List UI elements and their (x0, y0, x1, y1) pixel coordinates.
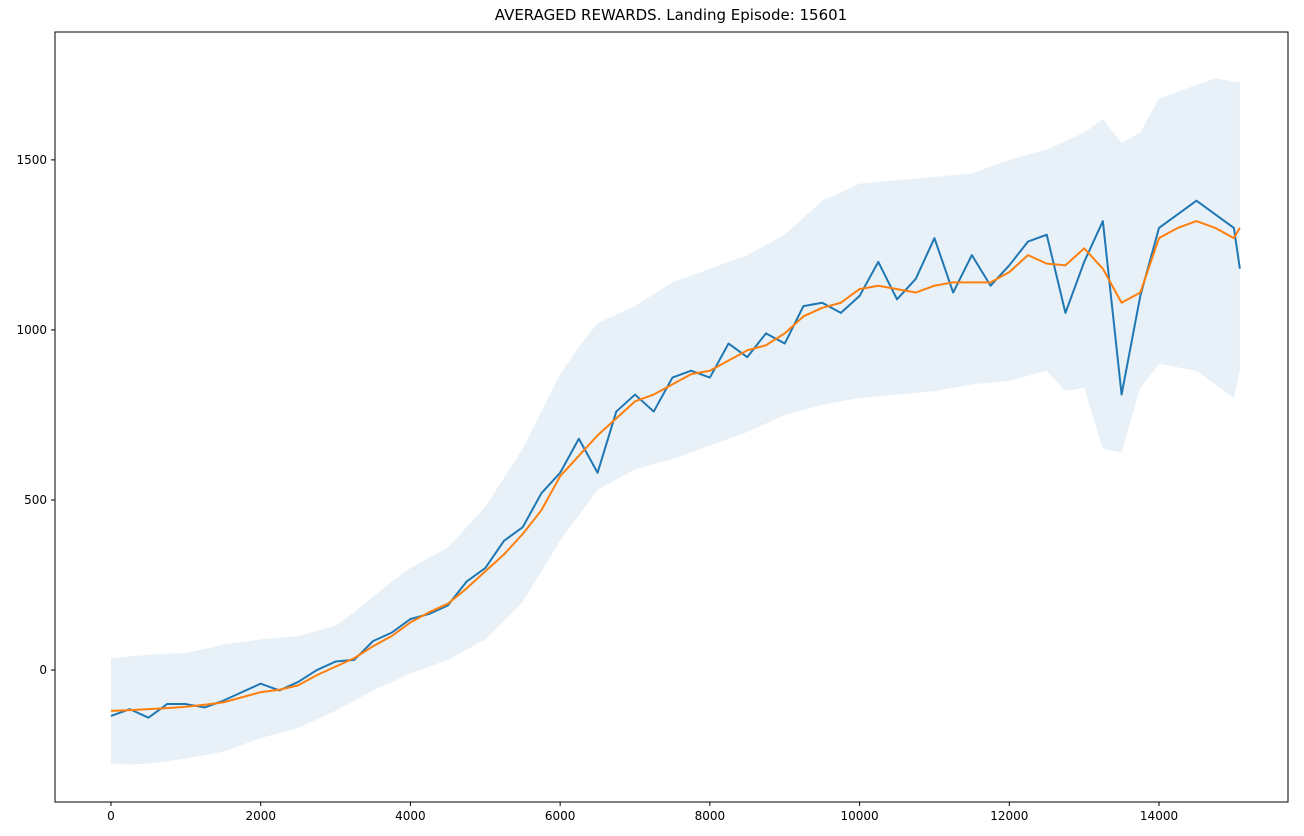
series-line (110, 199, 1241, 719)
x-tick-label: 0 (107, 809, 115, 823)
y-tick-label: 1500 (16, 153, 47, 167)
x-tick-label: 12000 (990, 809, 1028, 823)
x-tick-label: 2000 (245, 809, 276, 823)
y-tick-label: 1000 (16, 323, 47, 337)
x-tick-label: 8000 (695, 809, 726, 823)
y-tick-label: 500 (24, 493, 47, 507)
x-tick-label: 14000 (1140, 809, 1178, 823)
band (110, 78, 1240, 765)
plot-frame (54, 31, 1289, 803)
y-tick-label: 0 (39, 663, 47, 677)
chart-title: AVERAGED REWARDS. Landing Episode: 15601 (495, 6, 847, 24)
x-tick-label: 10000 (840, 809, 878, 823)
x-tick-label: 6000 (545, 809, 576, 823)
series-line (110, 220, 1241, 712)
x-tick-label: 4000 (395, 809, 426, 823)
